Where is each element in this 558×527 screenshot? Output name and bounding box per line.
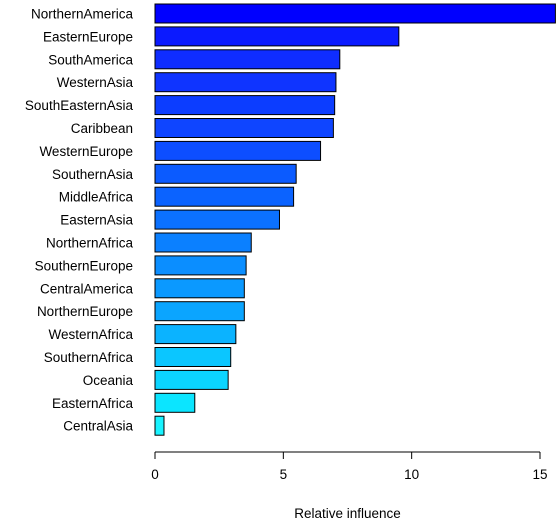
x-tick-label: 10	[404, 467, 419, 482]
bar-EasternAfrica	[154, 392, 196, 413]
x-tick-label: 5	[280, 467, 288, 482]
x-axis-title: Relative influence	[294, 506, 401, 521]
category-label: SouthAmerica	[48, 52, 133, 67]
bar-NorthernAmerica	[154, 3, 556, 24]
bar-Oceania	[154, 369, 229, 390]
category-labels: NorthernAmerica EasternEurope SouthAmerica…	[25, 7, 134, 434]
category-label: WesternAsia	[57, 75, 134, 90]
x-tick-label: 0	[151, 467, 159, 482]
bar-WesternAsia	[154, 72, 337, 93]
bar-EasternEurope	[154, 26, 400, 47]
category-label: NorthernAfrica	[46, 236, 134, 251]
bar-EasternAsia	[154, 209, 280, 230]
bars-group	[154, 3, 556, 436]
category-label: EasternAsia	[60, 213, 133, 228]
bar-MiddleAfrica	[154, 186, 295, 207]
bar-SouthEasternAsia	[154, 95, 336, 116]
bar-WesternAfrica	[154, 324, 237, 345]
category-label: EasternAfrica	[52, 396, 134, 411]
bar-SouthernAsia	[154, 163, 297, 184]
category-label: SouthernAfrica	[44, 350, 134, 365]
x-axis-ticks: 0 5 10 15	[151, 452, 548, 482]
category-label: SouthernAsia	[52, 167, 134, 182]
category-label: SouthernEurope	[35, 258, 133, 273]
bar-NorthernAfrica	[154, 232, 252, 253]
category-label: WesternAfrica	[48, 327, 133, 342]
category-label: NorthernAmerica	[31, 7, 134, 22]
category-label: EasternEurope	[43, 29, 133, 44]
category-label: NorthernEurope	[37, 304, 133, 319]
bar-SouthernAfrica	[154, 347, 232, 367]
bar-WesternEurope	[154, 140, 322, 161]
category-label: SouthEasternAsia	[25, 98, 134, 113]
x-tick-label: 15	[532, 467, 547, 482]
bar-SouthAmerica	[154, 49, 341, 70]
category-label: CentralAmerica	[40, 281, 134, 296]
bar-Caribbean	[154, 118, 334, 138]
bar-CentralAsia	[154, 415, 165, 436]
category-label: MiddleAfrica	[59, 190, 134, 205]
bar-CentralAmerica	[154, 278, 245, 299]
category-label: WesternEurope	[39, 144, 133, 159]
category-label: Caribbean	[71, 121, 133, 136]
bar-NorthernEurope	[154, 301, 245, 322]
category-label: Oceania	[83, 373, 134, 388]
category-label: CentralAsia	[63, 419, 133, 434]
bar-SouthernEurope	[154, 255, 247, 276]
